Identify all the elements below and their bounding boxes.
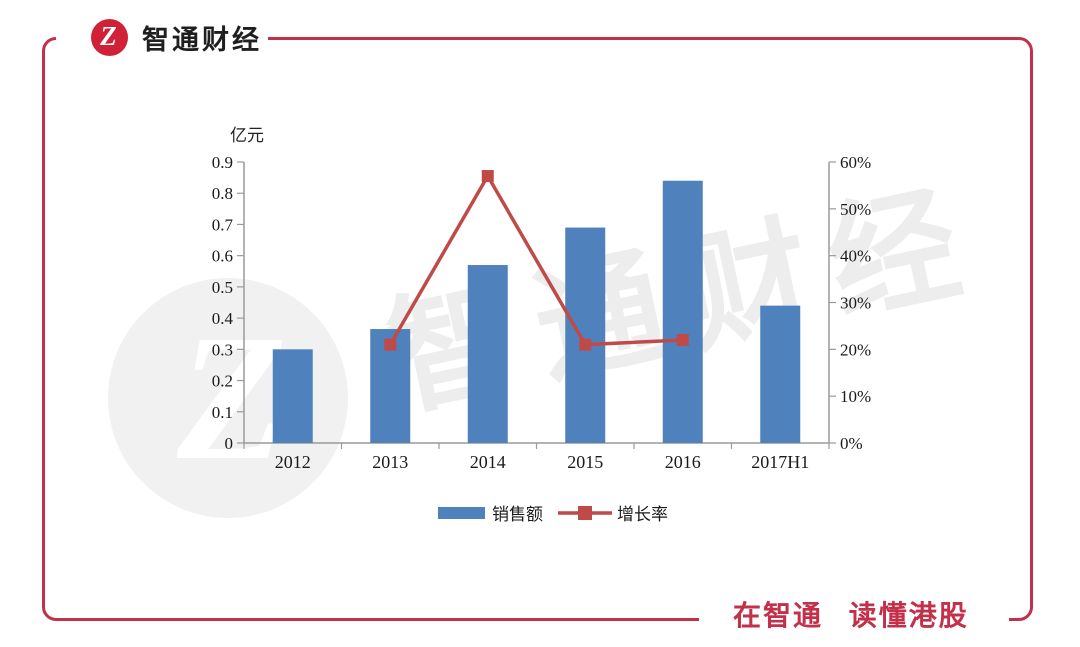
- zhitong-logo-icon: Z: [91, 18, 128, 56]
- frame-gap-bottom: [699, 612, 1009, 627]
- bar-2012: [272, 349, 313, 443]
- brand-title: 智通财经: [142, 24, 262, 55]
- marker-2016: [676, 333, 689, 346]
- left-tick-label: 0.6: [212, 247, 233, 266]
- x-label-2014: 2014: [470, 452, 506, 472]
- watermark-logo-glyph: Z: [176, 298, 287, 497]
- brand-frame: [42, 37, 1033, 621]
- legend: [438, 506, 612, 520]
- right-tick-label: 30%: [840, 294, 871, 313]
- logo-glyph: Z: [100, 20, 117, 51]
- right-tick-label: 50%: [840, 200, 871, 219]
- bar-2017H1: [760, 305, 801, 443]
- footer-slogan: 在智通 读懂港股: [733, 600, 969, 631]
- right-tick-label: 60%: [840, 153, 871, 172]
- bar-2016: [662, 180, 703, 443]
- left-tick-label: 0.8: [212, 184, 233, 203]
- right-tick-label: 0%: [840, 434, 863, 453]
- x-label-2012: 2012: [275, 452, 311, 472]
- legend-bar-label: 销售额: [492, 505, 543, 524]
- brand-header: Z 智通财经: [91, 18, 262, 56]
- x-label-2013: 2013: [372, 452, 408, 472]
- left-tick-label: 0.7: [212, 215, 234, 234]
- growth-line: [388, 172, 683, 347]
- marker-2013: [384, 338, 397, 351]
- left-tick-label: 0.5: [212, 278, 233, 297]
- left-tick-label: 0.9: [212, 153, 233, 172]
- marker-2015: [579, 338, 592, 351]
- watermark-logo-circle: [108, 278, 348, 518]
- x-label-2015: 2015: [567, 452, 603, 472]
- right-tick-label: 20%: [840, 340, 871, 359]
- left-tick-label: 0.3: [212, 340, 233, 359]
- left-tick-label: 0.2: [212, 372, 233, 391]
- right-tick-label: 40%: [840, 247, 871, 266]
- legend-line-marker: [578, 506, 592, 520]
- legend-bar-swatch: [438, 507, 485, 519]
- watermark: [108, 278, 348, 518]
- legend-line-label: 增长率: [617, 505, 668, 524]
- left-tick-label: 0.1: [212, 403, 233, 422]
- left-axis-title: 亿元: [230, 126, 264, 145]
- x-label-2016: 2016: [665, 452, 701, 472]
- left-tick-label: 0.4: [212, 309, 234, 328]
- left-tick-label: 0: [225, 434, 234, 453]
- bar-2014: [467, 265, 508, 443]
- right-tick-label: 10%: [840, 387, 871, 406]
- x-label-2017H1: 2017H1: [751, 452, 809, 472]
- bar-2015: [565, 227, 606, 443]
- marker-2014: [481, 170, 494, 183]
